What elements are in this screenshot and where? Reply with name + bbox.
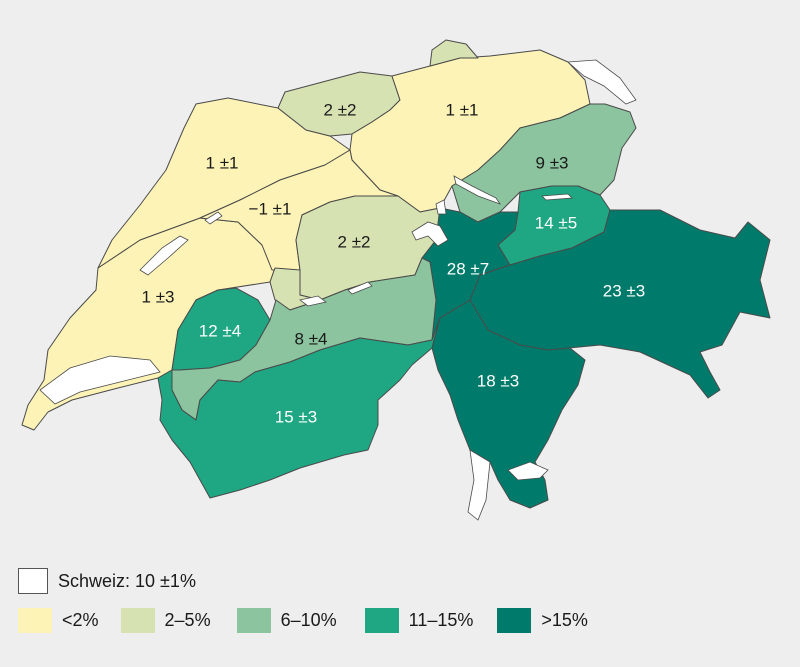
legend-total: Schweiz: 10 ±1%: [18, 568, 196, 594]
label-basel: 2 ±2: [324, 100, 357, 119]
label-aargau-zurich: 1 ±1: [446, 100, 479, 119]
label-valais: 15 ±3: [275, 407, 317, 426]
lake-walensee: [541, 193, 573, 201]
legend-swatch: [120, 608, 155, 633]
lake-biel: [204, 211, 223, 225]
lake-lucerne: [411, 221, 449, 247]
legend-label: 11–15%: [408, 610, 474, 630]
label-vaud: 1 ±3: [142, 287, 175, 306]
legend-label: 2–5%: [164, 610, 211, 630]
label-luzern-central: 2 ±2: [338, 232, 371, 251]
label-uri-schwyz: 28 ±7: [447, 259, 489, 278]
legend-item-3: 6–10%: [236, 608, 337, 633]
label-jura: 1 ±1: [206, 153, 239, 172]
legend-item-5: >15%: [497, 608, 588, 633]
lake-zug: [435, 199, 447, 215]
label-stgallen: 9 ±3: [536, 153, 569, 172]
lake-thun: [299, 295, 327, 307]
label-fribourg: 12 ±4: [199, 321, 241, 340]
lake-zurich: [453, 175, 502, 205]
legend-total-label: Schweiz: 10 ±1%: [58, 570, 196, 591]
label-ticino: 18 ±3: [477, 371, 519, 390]
legend-total-swatch: [18, 568, 48, 594]
region-valais: [157, 317, 441, 499]
legend-swatch: [364, 608, 399, 633]
legend-label: <2%: [62, 610, 99, 630]
legend-swatch: [236, 608, 271, 633]
legend-swatch: [497, 608, 532, 633]
lake-neuchatel: [139, 235, 189, 276]
legend-label: >15%: [541, 610, 588, 630]
region-schaffhausen: [429, 39, 479, 67]
lake-lugano: [507, 461, 549, 481]
lake-brienz: [347, 281, 373, 295]
lake-constance: [567, 59, 637, 105]
lake-geneva: [39, 355, 161, 405]
label-bernese-oberland: 8 ±4: [295, 329, 328, 348]
legend-item-4: 11–15%: [364, 608, 474, 633]
legend-swatch: [18, 608, 52, 633]
label-bern-mittelland: −1 ±1: [249, 199, 292, 218]
legend-item-1: <2%: [18, 608, 99, 633]
label-graubuenden: 23 ±3: [603, 281, 645, 300]
legend: <2% 2–5% 6–10% 11–15% >15%: [18, 608, 588, 633]
legend-item-2: 2–5%: [120, 608, 211, 633]
label-appenzell-glarus: 14 ±5: [535, 213, 577, 232]
lake-maggiore: [467, 449, 491, 521]
legend-label: 6–10%: [280, 610, 337, 630]
switzerland-map: 2 ±2 1 ±1 1 ±1 −1 ±1 1 ±3 2 ±2 9 ±3 14 ±…: [21, 39, 771, 521]
region-ticino: [431, 299, 586, 509]
